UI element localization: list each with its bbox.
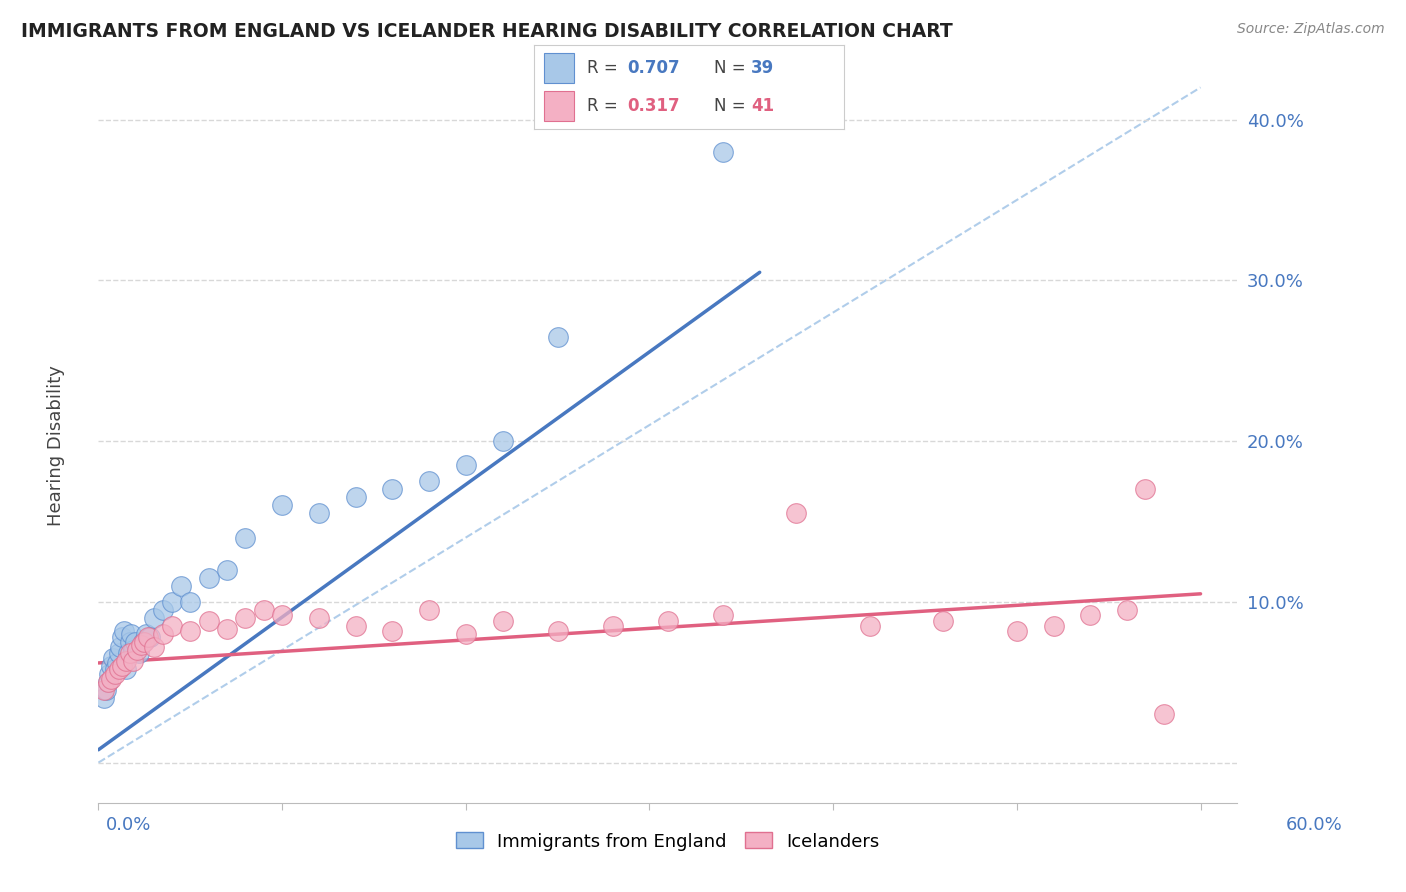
Point [785, 507, 807, 521]
Point [115, 654, 138, 668]
Point [100, 672, 122, 686]
Text: 41: 41 [751, 97, 773, 115]
Point [491, 434, 513, 449]
Point [170, 579, 193, 593]
Point [97, 675, 120, 690]
Point [122, 654, 145, 668]
Point [454, 627, 477, 641]
Point [142, 640, 165, 654]
Point [932, 614, 955, 628]
Legend: Immigrants from England, Icelanders: Immigrants from England, Icelanders [447, 823, 889, 860]
Point [711, 145, 734, 159]
Point [110, 640, 132, 654]
Point [94, 683, 117, 698]
Point [134, 635, 156, 649]
Point [111, 630, 134, 644]
Point [381, 624, 404, 638]
Text: N =: N = [714, 60, 745, 78]
Point [491, 614, 513, 628]
Point [98, 667, 121, 681]
Point [107, 662, 129, 676]
Point [122, 643, 145, 657]
Point [197, 614, 219, 628]
Text: 0.317: 0.317 [627, 97, 679, 115]
Text: R =: R = [586, 60, 617, 78]
FancyBboxPatch shape [544, 54, 575, 83]
Point [1005, 624, 1028, 638]
Point [235, 611, 257, 625]
Point [124, 635, 146, 649]
Point [111, 659, 134, 673]
Point [271, 607, 294, 622]
Text: Hearing Disability: Hearing Disability [48, 366, 65, 526]
Point [105, 656, 128, 670]
Point [152, 603, 174, 617]
Point [152, 627, 174, 641]
Point [454, 458, 477, 473]
Text: 60.0%: 60.0% [1286, 816, 1343, 834]
Point [125, 643, 148, 657]
Point [381, 483, 404, 497]
Point [160, 595, 183, 609]
Point [657, 614, 679, 628]
Point [118, 646, 141, 660]
Point [128, 646, 150, 660]
Point [100, 659, 122, 673]
Point [271, 499, 294, 513]
Point [107, 646, 129, 660]
Point [344, 619, 367, 633]
Point [418, 475, 440, 489]
Point [235, 531, 257, 545]
Point [197, 571, 219, 585]
Text: N =: N = [714, 97, 745, 115]
Point [139, 630, 162, 644]
Point [97, 675, 120, 690]
Point [131, 635, 153, 649]
Text: Source: ZipAtlas.com: Source: ZipAtlas.com [1237, 22, 1385, 37]
Point [93, 691, 115, 706]
Point [1153, 707, 1175, 722]
Point [136, 630, 159, 644]
Point [859, 619, 882, 633]
Point [308, 611, 330, 625]
Point [115, 662, 138, 676]
Point [1135, 483, 1157, 497]
Point [547, 624, 569, 638]
Point [160, 619, 183, 633]
Point [1116, 603, 1139, 617]
Point [1078, 607, 1101, 622]
Text: 39: 39 [751, 60, 775, 78]
Text: 0.707: 0.707 [627, 60, 679, 78]
FancyBboxPatch shape [544, 91, 575, 120]
Point [104, 667, 127, 681]
Point [547, 329, 569, 343]
Point [418, 603, 440, 617]
Point [129, 638, 152, 652]
Point [602, 619, 624, 633]
Text: R =: R = [586, 97, 617, 115]
Point [253, 603, 276, 617]
Point [118, 635, 141, 649]
Point [344, 491, 367, 505]
Point [117, 646, 139, 660]
Point [112, 624, 135, 638]
Point [121, 627, 143, 641]
Point [179, 624, 201, 638]
Point [93, 683, 115, 698]
Point [308, 507, 330, 521]
Point [101, 651, 124, 665]
Point [135, 627, 157, 641]
Point [215, 622, 238, 636]
Text: 0.0%: 0.0% [105, 816, 150, 834]
Point [1042, 619, 1064, 633]
Point [104, 662, 127, 676]
Point [215, 563, 238, 577]
Point [179, 595, 201, 609]
Text: IMMIGRANTS FROM ENGLAND VS ICELANDER HEARING DISABILITY CORRELATION CHART: IMMIGRANTS FROM ENGLAND VS ICELANDER HEA… [21, 22, 953, 41]
Point [142, 611, 165, 625]
Point [711, 607, 734, 622]
